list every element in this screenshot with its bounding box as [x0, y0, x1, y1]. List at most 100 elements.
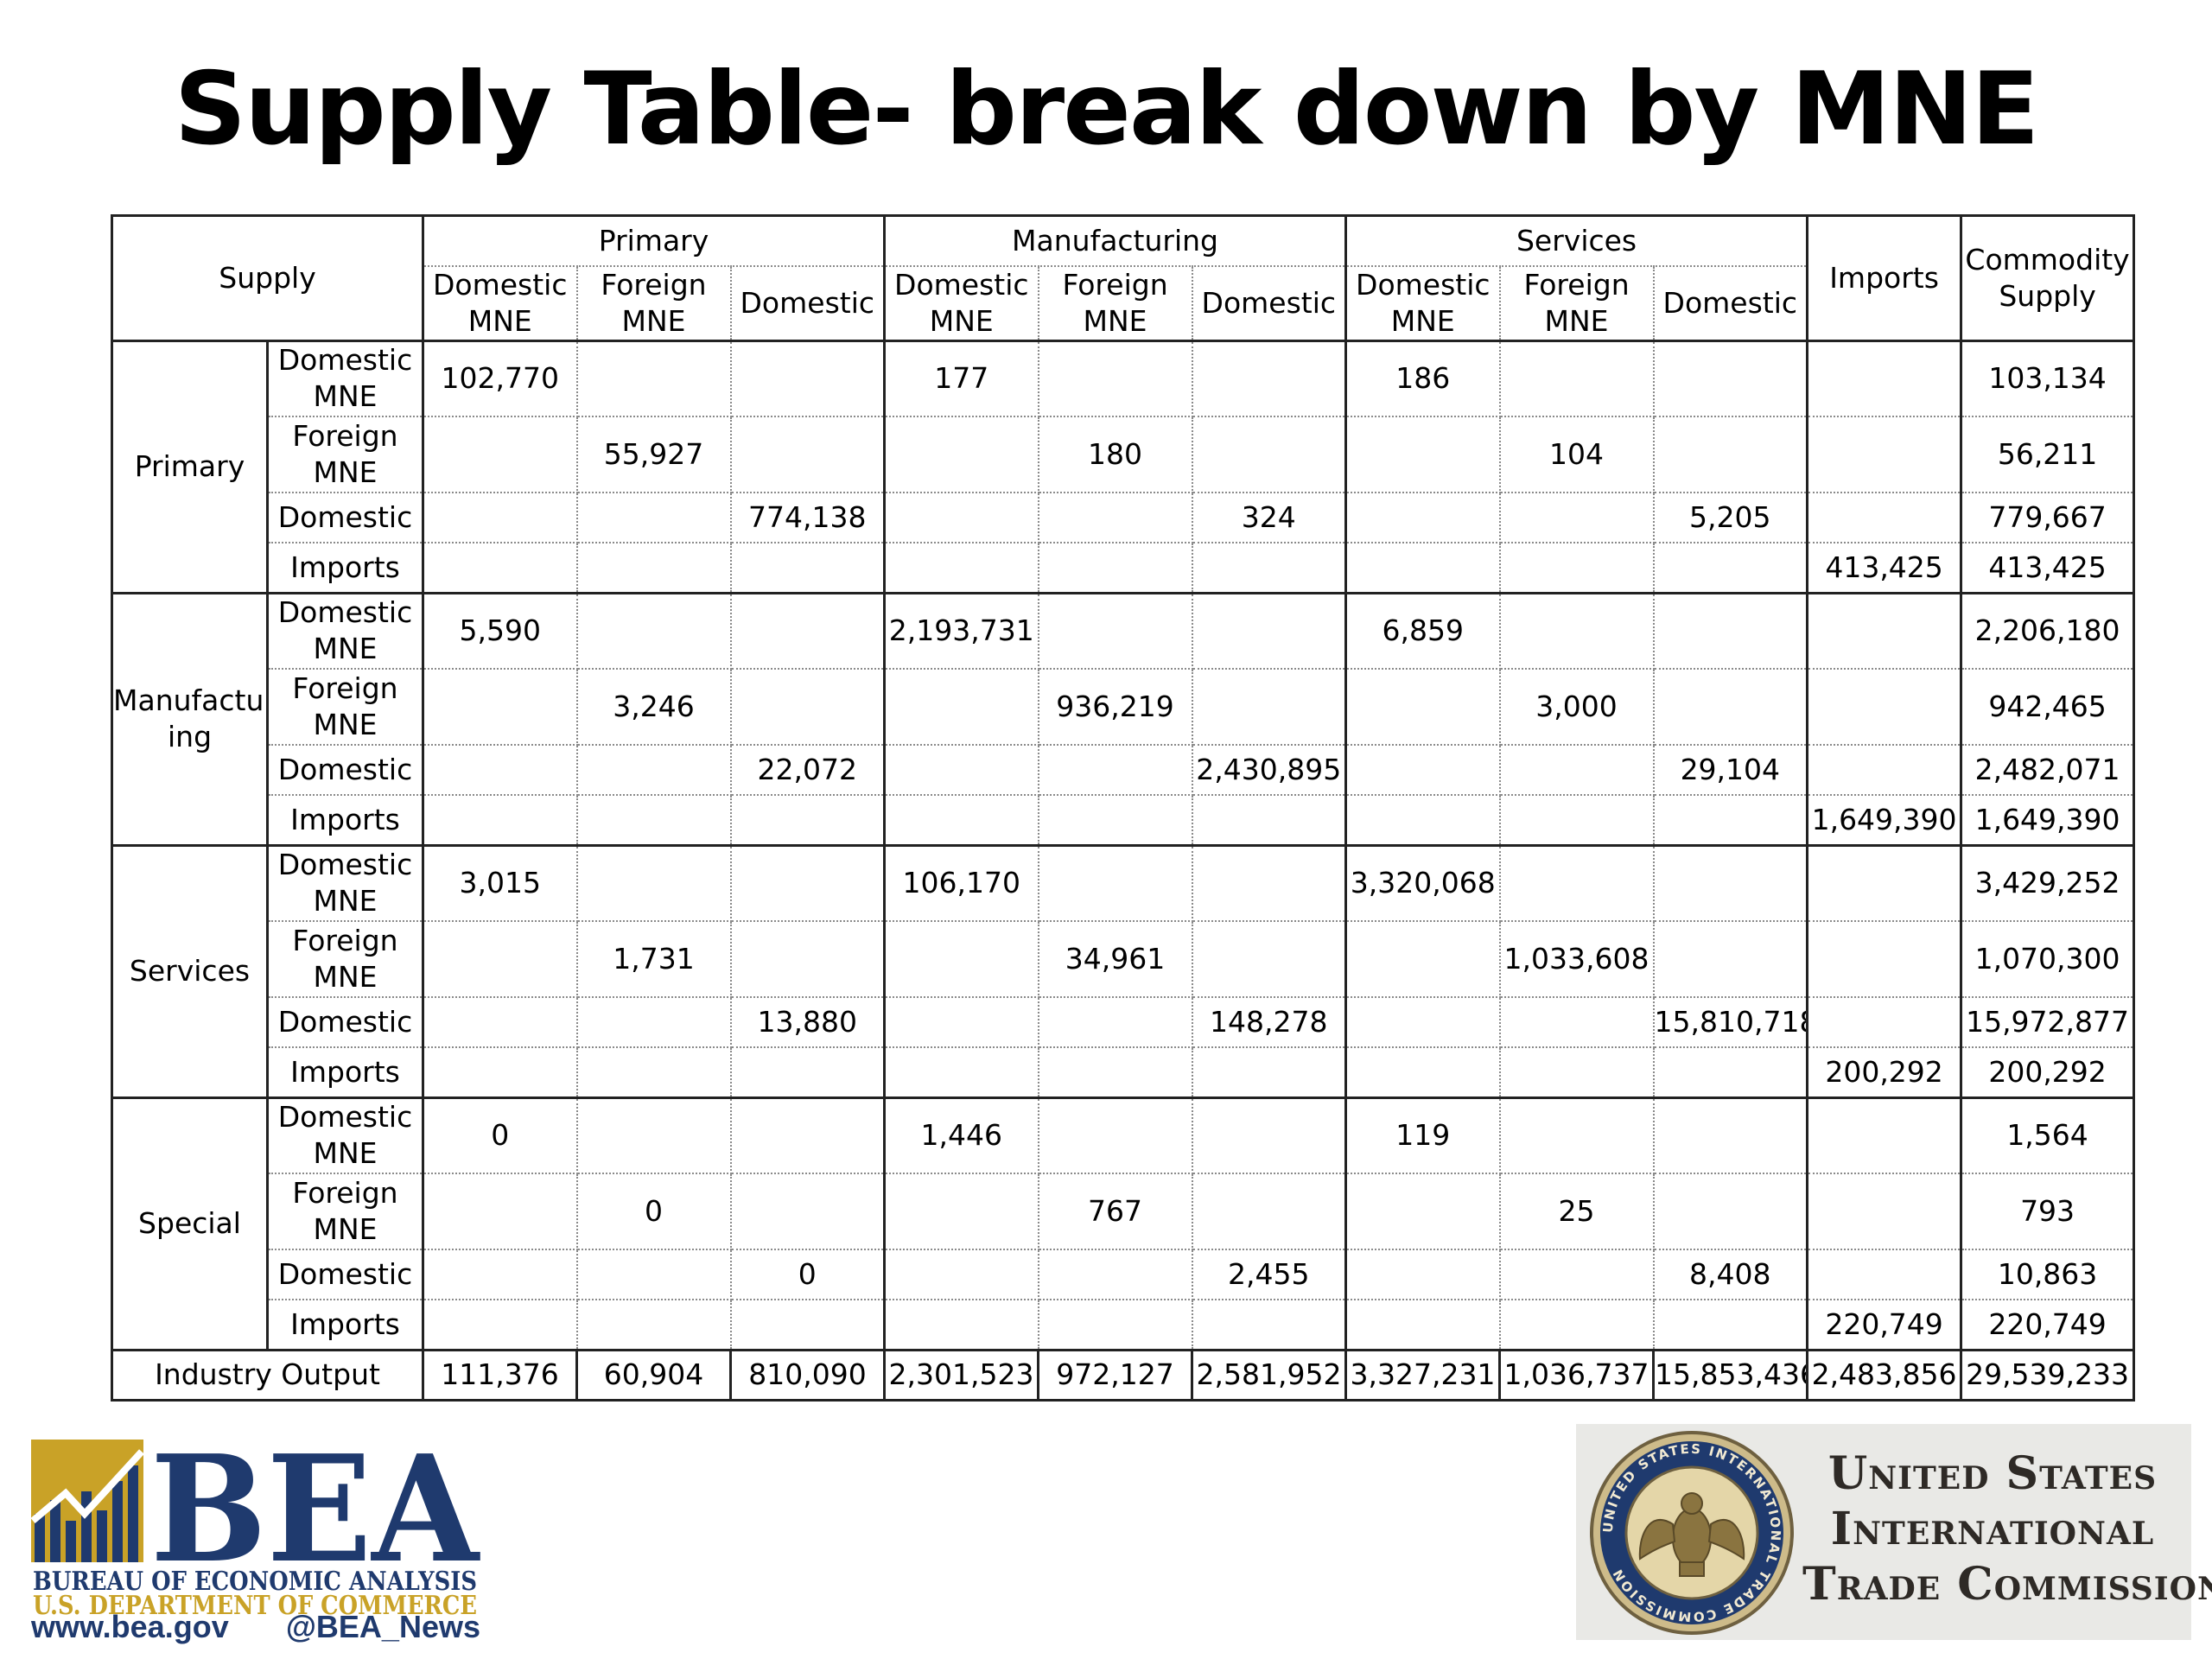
data-cell: [1652, 1046, 1809, 1099]
row-label: Foreign MNE: [266, 1173, 424, 1250]
usitc-line3: Trade Commission: [1802, 1558, 2212, 1611]
bea-website-link[interactable]: www.bea.gov: [31, 1609, 229, 1644]
data-cell: [1498, 340, 1655, 417]
sub-header-0: Domestic MNE: [422, 264, 578, 342]
data-cell: 104: [1498, 416, 1655, 493]
data-cell: [1498, 542, 1655, 594]
data-cell: 413,425: [1806, 542, 1963, 594]
data-cell: [1498, 844, 1655, 922]
sub-header-2: Domestic: [729, 264, 887, 342]
row-label: Foreign MNE: [266, 668, 424, 746]
table-body: Primary Domestic MNE 102,770 177 186 103,134 F…: [111, 340, 2136, 1402]
total-cell: 15,853,436: [1652, 1349, 1809, 1402]
data-cell: 2,455: [1191, 1249, 1348, 1300]
data-cell: [883, 1173, 1039, 1250]
data-cell: [1344, 1173, 1501, 1250]
data-cell: [422, 1173, 578, 1250]
data-cell: 0: [422, 1096, 578, 1174]
data-cell: 55,927: [575, 416, 732, 493]
data-cell: [1652, 340, 1809, 417]
table-row: Domestic 774,138 324 5,205 779,667: [112, 492, 2136, 543]
data-cell: 6,859: [1344, 592, 1501, 670]
data-cell: 2,206,180: [1960, 592, 2136, 670]
data-cell: [1344, 794, 1501, 847]
data-cell: [422, 492, 578, 543]
data-cell: [729, 542, 887, 594]
data-cell: [1498, 1249, 1655, 1300]
data-cell: [1037, 492, 1193, 543]
data-cell: 3,000: [1498, 668, 1655, 746]
data-cell: 2,430,895: [1191, 744, 1348, 796]
data-cell: [883, 668, 1039, 746]
data-cell: [422, 416, 578, 493]
data-cell: [1498, 1299, 1655, 1351]
data-cell: 413,425: [1960, 542, 2136, 594]
data-cell: [1191, 542, 1348, 594]
data-cell: 942,465: [1960, 668, 2136, 746]
data-cell: 1,446: [883, 1096, 1039, 1174]
data-cell: [1652, 920, 1809, 998]
row-label: Imports: [266, 542, 424, 594]
table-header: Supply Primary Manufacturing Services Im…: [111, 214, 2136, 342]
usitc-seal-icon: UNITED STATES INTERNATIONAL TRADE COMMIS…: [1590, 1431, 1794, 1635]
data-cell: [1037, 744, 1193, 796]
data-cell: 200,292: [1806, 1046, 1963, 1099]
data-cell: 1,033,608: [1498, 920, 1655, 998]
data-cell: [883, 416, 1039, 493]
data-cell: [729, 1173, 887, 1250]
data-cell: 102,770: [422, 340, 578, 417]
data-cell: [575, 1299, 732, 1351]
bea-twitter-handle[interactable]: @BEA_News: [285, 1609, 480, 1644]
data-cell: [729, 1046, 887, 1099]
data-cell: [883, 920, 1039, 998]
data-cell: [422, 542, 578, 594]
data-cell: [1652, 794, 1809, 847]
data-cell: [575, 542, 732, 594]
data-cell: [1344, 920, 1501, 998]
data-cell: [1652, 1096, 1809, 1174]
data-cell: 0: [575, 1173, 732, 1250]
data-cell: [1037, 1046, 1193, 1099]
data-cell: [1498, 492, 1655, 543]
data-cell: [1191, 844, 1348, 922]
table-row: Imports 1,649,390 1,649,390: [112, 794, 2136, 847]
data-cell: [729, 1096, 887, 1174]
row-label: Domestic: [266, 1249, 424, 1300]
sub-header-7: Foreign MNE: [1498, 264, 1655, 342]
data-cell: 3,320,068: [1344, 844, 1501, 922]
data-cell: [575, 1046, 732, 1099]
sub-header-4: Foreign MNE: [1037, 264, 1193, 342]
data-cell: [1037, 542, 1193, 594]
data-cell: [575, 1096, 732, 1174]
data-cell: 22,072: [729, 744, 887, 796]
total-cell: 1,036,737: [1498, 1349, 1656, 1402]
data-cell: 15,972,877: [1960, 996, 2136, 1048]
row-label: Domestic MNE: [266, 1096, 424, 1174]
data-cell: 774,138: [729, 492, 887, 543]
usitc-wordmark: United States International Trade Commis…: [1802, 1446, 2212, 1612]
bea-line2: U.S. DEPARTMENT OF COMMERCE: [33, 1591, 477, 1621]
total-cell: 2,301,523: [883, 1349, 1040, 1402]
data-cell: [729, 416, 887, 493]
data-cell: [1806, 492, 1963, 543]
sub-header-6: Domestic MNE: [1344, 264, 1501, 342]
data-cell: 56,211: [1960, 416, 2136, 493]
table-row: Imports 200,292 200,292: [112, 1046, 2136, 1099]
data-cell: [1191, 668, 1348, 746]
data-cell: [422, 996, 578, 1048]
data-cell: 220,749: [1806, 1299, 1963, 1351]
table-row: Services Domestic MNE 3,015 106,170 3,320,06…: [111, 844, 2136, 1099]
data-cell: [422, 668, 578, 746]
total-label: Industry Output: [111, 1349, 424, 1402]
data-cell: 103,134: [1960, 340, 2136, 417]
data-cell: [1652, 1173, 1809, 1250]
usitc-logo: UNITED STATES INTERNATIONAL TRADE COMMIS…: [1576, 1424, 2212, 1640]
data-cell: [575, 340, 732, 417]
data-cell: [1344, 668, 1501, 746]
data-cell: [883, 794, 1039, 847]
total-cell: 972,127: [1037, 1349, 1194, 1402]
data-cell: 10,863: [1960, 1249, 2136, 1300]
data-cell: 220,749: [1960, 1299, 2136, 1351]
section-label: Special: [111, 1096, 269, 1351]
total-cell: 2,581,952: [1191, 1349, 1348, 1402]
